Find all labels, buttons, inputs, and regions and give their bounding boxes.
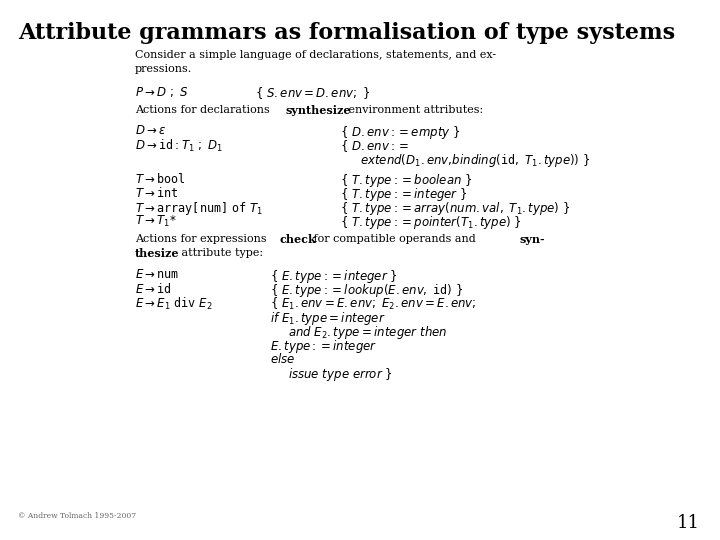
Text: $E \rightarrow \mathtt{id}$: $E \rightarrow \mathtt{id}$ [135,282,172,296]
Text: $\{\ E.type := \mathit{lookup}(E.env,\ \mathtt{id})\ \}$: $\{\ E.type := \mathit{lookup}(E.env,\ \… [270,282,464,299]
Text: $T \rightarrow T_1\!*$: $T \rightarrow T_1\!*$ [135,214,177,229]
Text: check: check [280,234,317,245]
Text: environment attributes:: environment attributes: [345,105,483,115]
Text: $E \rightarrow E_1\ \mathtt{div}\ E_2$: $E \rightarrow E_1\ \mathtt{div}\ E_2$ [135,296,212,312]
Text: attribute type:: attribute type: [178,248,263,258]
Text: $D \rightarrow \varepsilon$: $D \rightarrow \varepsilon$ [135,124,166,137]
Text: pressions.: pressions. [135,64,192,74]
Text: © Andrew Tolmach 1995-2007: © Andrew Tolmach 1995-2007 [18,512,136,520]
Text: Actions for expressions: Actions for expressions [135,234,270,244]
Text: $T \rightarrow \mathtt{array[num]\ of}\ T_1$: $T \rightarrow \mathtt{array[num]\ of}\ … [135,200,263,217]
Text: syn-: syn- [520,234,546,245]
Text: $E.type := integer$: $E.type := integer$ [270,338,377,355]
Text: $\{\ T.type := \mathit{integer}\ \}$: $\{\ T.type := \mathit{integer}\ \}$ [340,186,467,203]
Text: $T \rightarrow \mathtt{int}$: $T \rightarrow \mathtt{int}$ [135,186,179,200]
Text: synthesize: synthesize [285,105,351,116]
Text: $T \rightarrow \mathtt{bool}$: $T \rightarrow \mathtt{bool}$ [135,172,186,186]
Text: $\{\ D.env := \mathit{empty}\ \}$: $\{\ D.env := \mathit{empty}\ \}$ [340,124,461,141]
Text: $else$: $else$ [270,352,295,366]
Text: $D \rightarrow \mathtt{id} : T_1\ ;\ D_1$: $D \rightarrow \mathtt{id} : T_1\ ;\ D_1… [135,138,223,154]
Text: Consider a simple language of declarations, statements, and ex-: Consider a simple language of declaratio… [135,50,496,60]
Text: $P \rightarrow D\ ;\ S$: $P \rightarrow D\ ;\ S$ [135,85,189,99]
Text: $if\ E_1.type = integer$: $if\ E_1.type = integer$ [270,310,386,327]
Text: $\{\ E_1.env = E.env;\ E_2.env = E.env;$: $\{\ E_1.env = E.env;\ E_2.env = E.env;$ [270,296,477,312]
Text: $\{\ D.env :=$: $\{\ D.env :=$ [340,138,410,154]
Text: thesize: thesize [135,248,179,259]
Text: $\{\ E.type := \mathit{integer}\ \}$: $\{\ E.type := \mathit{integer}\ \}$ [270,268,398,285]
Text: $\{\ T.type := \mathit{pointer}(T_1.type)\ \}$: $\{\ T.type := \mathit{pointer}(T_1.type… [340,214,522,231]
Text: $issue\ type\ error\ \}$: $issue\ type\ error\ \}$ [288,366,393,383]
Text: 11: 11 [677,514,700,532]
Text: $\{\ S.env = D.env;\ \}$: $\{\ S.env = D.env;\ \}$ [255,85,371,101]
Text: $\{\ T.type := \mathit{array}(num.val,\ T_1.type)\ \}$: $\{\ T.type := \mathit{array}(num.val,\ … [340,200,570,217]
Text: $E \rightarrow \mathtt{num}$: $E \rightarrow \mathtt{num}$ [135,268,179,281]
Text: $\{\ T.type := \mathit{boolean}\ \}$: $\{\ T.type := \mathit{boolean}\ \}$ [340,172,472,189]
Text: for compatible operands and: for compatible operands and [310,234,480,244]
Text: $extend(D_1.env,\!binding(\mathtt{id},\ T_1.type))\ \}$: $extend(D_1.env,\!binding(\mathtt{id},\ … [360,152,590,169]
Text: $and\ E_2.type = integer\ then$: $and\ E_2.type = integer\ then$ [288,324,447,341]
Text: Attribute grammars as formalisation of type systems: Attribute grammars as formalisation of t… [18,22,675,44]
Text: Actions for declarations: Actions for declarations [135,105,274,115]
